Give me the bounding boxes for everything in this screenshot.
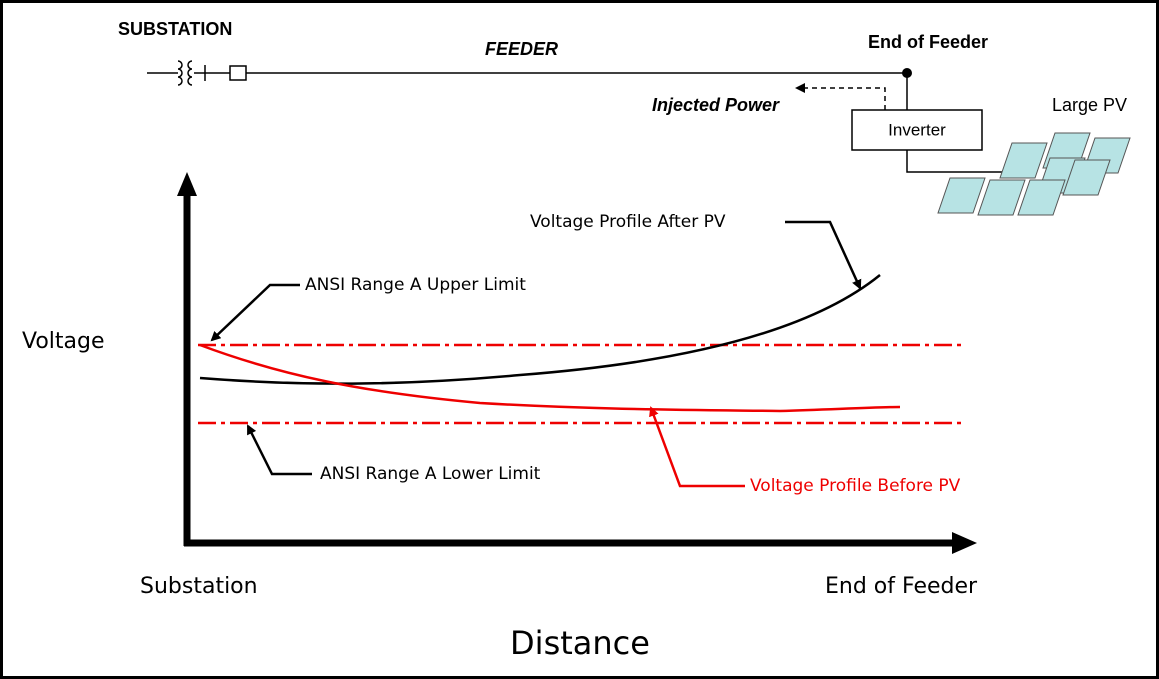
injected-power-label: Injected Power <box>652 95 780 115</box>
feeder-label: FEEDER <box>485 39 558 59</box>
lower-limit-annotation: ANSI Range A Lower Limit <box>320 464 541 484</box>
feeder-end-node <box>902 68 912 78</box>
before-pv-arrow <box>649 406 745 488</box>
before-pv-annotation: Voltage Profile Before PV <box>750 476 961 496</box>
substation-label: SUBSTATION <box>118 19 232 39</box>
profile-before-pv <box>199 343 901 413</box>
large-pv-label: Large PV <box>1052 95 1127 115</box>
after-pv-annotation: Voltage Profile After PV <box>530 212 726 232</box>
x-end-label: End of Feeder <box>825 574 978 599</box>
annotation-arrows <box>210 220 862 476</box>
pv-array <box>937 132 1131 216</box>
x-axis-label: Distance <box>510 624 650 662</box>
end-of-feeder-label: End of Feeder <box>868 32 988 52</box>
axes <box>183 192 955 547</box>
upper-limit-annotation: ANSI Range A Upper Limit <box>305 275 526 295</box>
x-start-label: Substation <box>140 574 258 599</box>
y-axis-label: Voltage <box>22 329 105 354</box>
y-axis-arrow <box>177 172 197 196</box>
x-axis-arrow <box>952 532 977 554</box>
feeder-schematic <box>147 60 1005 173</box>
profile-after-pv <box>199 274 881 385</box>
inverter-label: Inverter <box>888 120 946 139</box>
